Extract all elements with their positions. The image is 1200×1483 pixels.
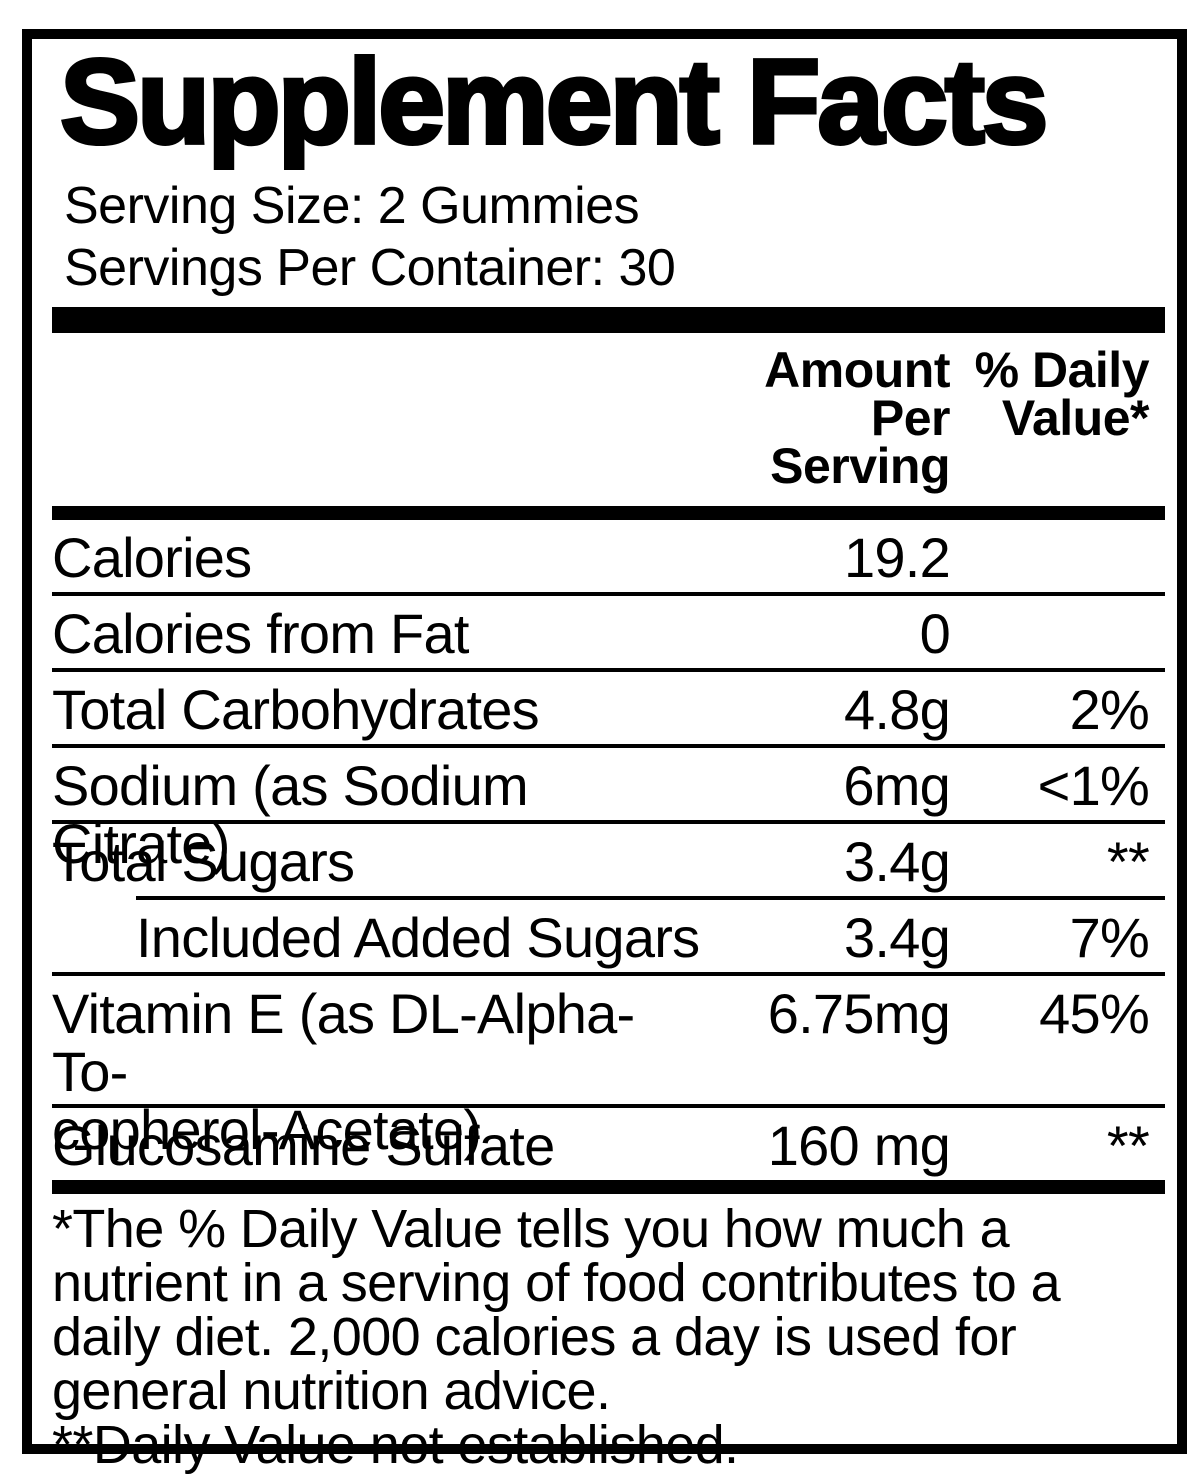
header-spacer — [52, 346, 700, 490]
nutrient-row-vitamin-e: Vitamin E (as DL-Alpha-To- copherol-Acet… — [52, 976, 1165, 1159]
serving-size-line: Serving Size: 2 Gummies — [64, 177, 640, 235]
nutrient-amount: 0 — [919, 602, 951, 665]
nutrient-amount: 6.75mg — [767, 982, 951, 1045]
servings-per-container-line: Servings Per Container: 30 — [64, 239, 676, 297]
nutrient-name: Calories — [52, 526, 252, 589]
serving-info: Serving Size: 2 Gummies Servings Per Con… — [52, 175, 1165, 299]
nutrient-name: Total Sugars — [52, 830, 355, 893]
nutrient-daily-value: 7% — [1069, 906, 1150, 969]
nutrient-amount: 3.4g — [844, 906, 951, 969]
nutrient-name: Total Carbohydrates — [52, 678, 540, 741]
nutrient-row-total-sugars: Total Sugars 3.4g ** — [52, 824, 1165, 900]
column-header-daily-value: % Daily Value* — [974, 342, 1150, 446]
medium-separator-bar-footnote — [52, 1180, 1165, 1194]
page-title: Supplement Facts — [58, 35, 1051, 169]
nutrient-name: Sodium (as Sodium Citrate) — [52, 754, 529, 875]
nutrient-amount: 6mg — [843, 754, 950, 817]
nutrient-row-calories: Calories 19.2 — [52, 520, 1165, 596]
nutrient-row-sodium: Sodium (as Sodium Citrate) 6mg <1% — [52, 748, 1165, 873]
nutrient-daily-value: ** — [1106, 830, 1150, 893]
nutrient-daily-value: 2% — [1069, 678, 1150, 741]
nutrient-name: Glucosamine Sulfate — [52, 1114, 555, 1177]
nutrient-daily-value: ** — [1106, 1114, 1150, 1177]
nutrient-amount: 3.4g — [844, 830, 951, 893]
column-header-row: Amount Per Serving % Daily Value* — [52, 342, 1165, 494]
nutrient-row-calories-from-fat: Calories from Fat 0 — [52, 596, 1165, 672]
medium-separator-bar-header — [52, 506, 1165, 520]
nutrient-daily-value: 45% — [1039, 982, 1150, 1045]
nutrient-name: Vitamin E (as DL-Alpha-To- copherol-Acet… — [52, 982, 635, 1161]
nutrient-amount: 160 mg — [767, 1114, 951, 1177]
label-border-box: Supplement Facts Serving Size: 2 Gummies… — [22, 29, 1187, 1472]
thick-separator-bar-top — [52, 307, 1165, 333]
nutrient-amount: 4.8g — [844, 678, 951, 741]
nutrient-row-total-carbohydrates: Total Carbohydrates 4.8g 2% — [52, 672, 1165, 748]
nutrient-daily-value: <1% — [1037, 754, 1150, 817]
footnote: *The % Daily Value tells you how much a … — [52, 1199, 1061, 1475]
indented-divider — [136, 896, 1165, 900]
nutrient-name: Included Added Sugars — [136, 906, 700, 969]
nutrient-name: Calories from Fat — [52, 602, 469, 665]
column-header-amount-per-serving: Amount Per Serving — [764, 342, 950, 494]
nutrient-amount: 19.2 — [844, 526, 951, 589]
nutrient-row-included-added-sugars: Included Added Sugars 3.4g 7% — [52, 900, 1165, 976]
nutrient-row-glucosamine-sulfate: Glucosamine Sulfate 160 mg ** — [52, 1108, 1165, 1180]
